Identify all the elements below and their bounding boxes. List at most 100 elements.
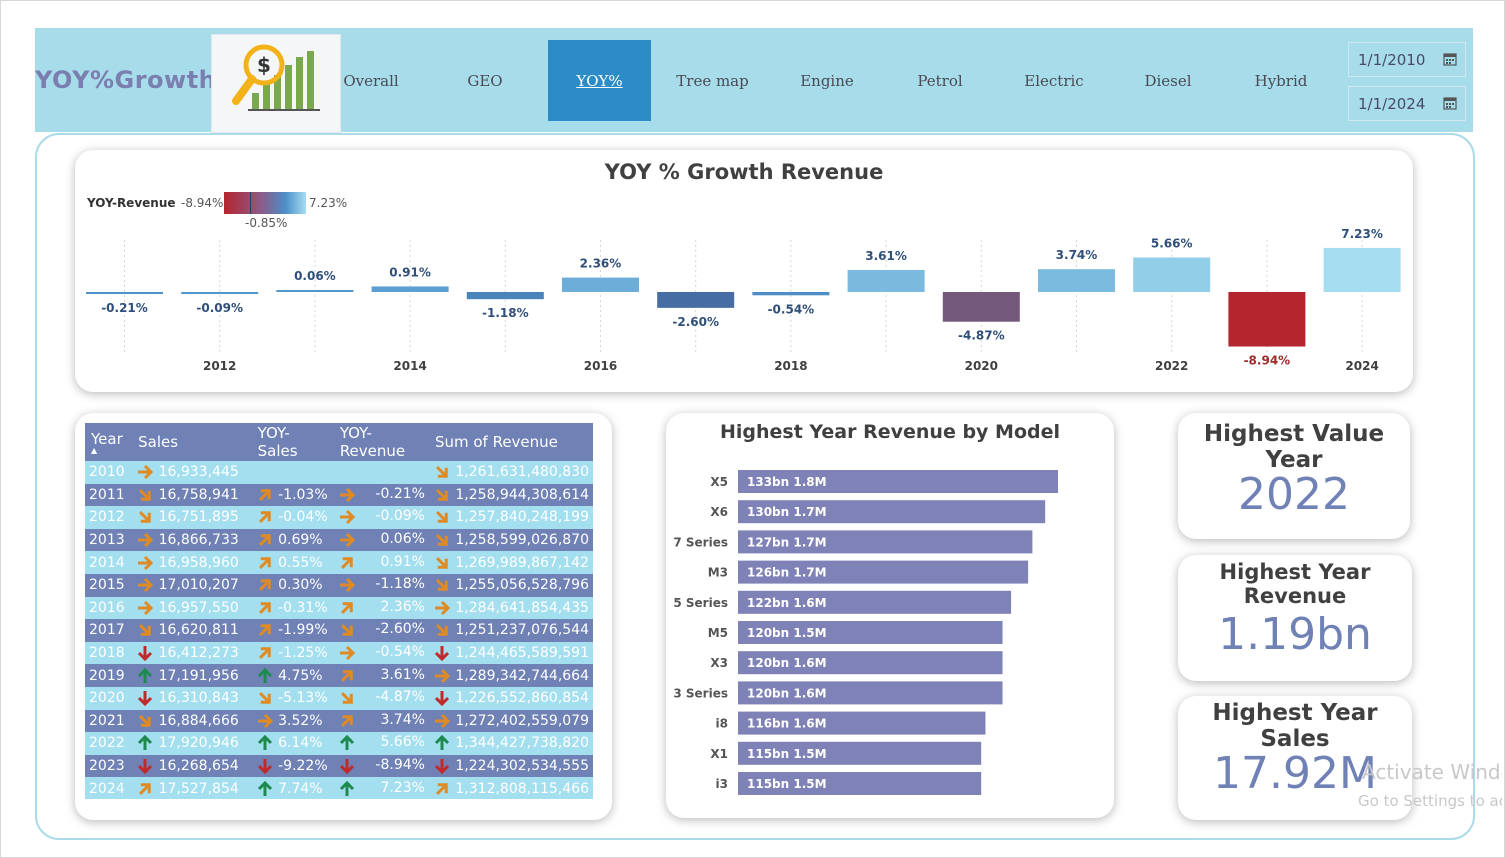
model-bar[interactable] [738, 741, 982, 765]
arrow-up-right-icon [258, 511, 271, 524]
model-bar[interactable] [738, 590, 1012, 614]
cell-year: 2021 [85, 709, 133, 733]
yoy-bar[interactable] [276, 290, 354, 292]
nav-tree-map[interactable]: Tree map [676, 71, 749, 90]
data-table-card: Year ▲ Sales YOY-Sales YOY-Revenue Sum of… [75, 413, 612, 820]
yoy-bar[interactable] [371, 286, 449, 292]
sales-value: 16,758,941 [158, 486, 239, 503]
yoy-bar[interactable] [466, 292, 544, 300]
model-data-label: 115bn 1.5M [747, 777, 827, 791]
table-row[interactable]: 2016 16,957,550 -0.31% 2.36% 1,284,641,85… [85, 596, 593, 620]
table-row[interactable]: 2020 16,310,843 -5.13% -4.87% 1,226,552,8… [85, 686, 593, 710]
col-yoy-revenue[interactable]: YOY-Revenue [333, 423, 429, 461]
arrow-down-right-icon [139, 714, 151, 727]
model-bar[interactable] [738, 500, 1046, 524]
cell-revenue: 1,258,599,026,870 [428, 528, 593, 552]
yoy-bar[interactable] [1038, 269, 1115, 292]
arrow-down-right-icon [435, 488, 448, 501]
x-tick-label: 2016 [584, 359, 617, 373]
table-row[interactable]: 2022 17,920,946 6.14% 5.66% 1,344,427,738… [85, 732, 593, 755]
date-to-input[interactable]: 1/1/2024 [1348, 86, 1466, 121]
model-bar[interactable] [738, 711, 986, 735]
yoy-bar[interactable] [1228, 292, 1306, 347]
nav-diesel[interactable]: Diesel [1144, 71, 1192, 90]
cell-revenue: 1,344,427,738,820 [428, 732, 593, 755]
cell-yoy-sales: 7.74% [251, 777, 334, 799]
yoy-sales-value: 3.52% [278, 712, 323, 729]
table-row[interactable]: 2014 16,958,960 0.55% 0.91% 1,269,989,867… [85, 551, 593, 574]
nav-electric[interactable]: Electric [1024, 71, 1084, 90]
yoy-bar[interactable] [752, 292, 830, 296]
model-bar[interactable] [738, 621, 1003, 644]
yoy-sales-value: 0.69% [278, 532, 323, 549]
yoy-sales-value: -0.04% [278, 509, 328, 526]
nav-overall[interactable]: Overall [343, 71, 399, 90]
yoy-bar[interactable] [657, 292, 735, 308]
nav-geo[interactable]: GEO [467, 71, 503, 90]
yoy-revenue-value: -4.87% [375, 689, 425, 706]
col-sum-revenue[interactable]: Sum of Revenue [428, 423, 593, 461]
yoy-bar[interactable] [181, 292, 259, 294]
yoy-bar[interactable] [1133, 257, 1211, 292]
cell-year: 2020 [85, 686, 133, 710]
nav-engine[interactable]: Engine [800, 71, 854, 90]
model-bar[interactable] [738, 470, 1058, 493]
table-row[interactable]: 2012 16,751,895 -0.04% -0.09% 1,257,840,2… [85, 506, 593, 529]
col-year[interactable]: Year ▲ [85, 423, 133, 461]
table-row[interactable]: 2015 17,010,207 0.30% -1.18% 1,255,056,52… [85, 573, 593, 597]
col-yoy-sales[interactable]: YOY-Sales [251, 423, 334, 461]
cell-yoy-sales: -5.13% [251, 686, 334, 710]
model-bar[interactable] [738, 681, 1003, 705]
model-bar[interactable] [738, 560, 1029, 584]
model-data-label: 116bn 1.6M [747, 717, 827, 731]
cell-yoy-revenue: 0.91% [333, 551, 429, 574]
model-bar[interactable] [738, 772, 982, 795]
legend-min: -8.94% [181, 196, 224, 210]
col-sales[interactable]: Sales [132, 423, 252, 461]
yoy-chart-title: YOY % Growth Revenue [604, 160, 884, 184]
table-row[interactable]: 2023 16,268,654 -9.22% -8.94% 1,224,302,5… [85, 754, 593, 778]
yoy-bar[interactable] [847, 269, 925, 292]
table-scroll[interactable]: Year ▲ Sales YOY-Sales YOY-Revenue Sum of… [85, 423, 593, 799]
cell-sales: 16,957,550 [132, 596, 252, 620]
model-bar[interactable] [738, 651, 1003, 675]
table-row[interactable]: 2010 16,933,445 1,261,631,480,830 [85, 461, 593, 484]
sales-value: 16,310,843 [158, 690, 239, 707]
arrow-down-right-icon [139, 624, 151, 637]
arrow-up-icon [138, 735, 153, 751]
model-data-label: 133bn 1.8M [747, 475, 827, 489]
date-from-input[interactable]: 1/1/2010 [1348, 42, 1466, 77]
calendar-icon[interactable] [1443, 52, 1457, 66]
kpi-card-highest-value-year: Highest Value Year 2022 [1178, 413, 1410, 539]
calendar-icon[interactable] [1443, 96, 1457, 110]
cell-revenue: 1,244,465,589,591 [428, 641, 593, 665]
revenue-value: 1,251,237,076,544 [455, 622, 589, 639]
sales-value: 16,268,654 [158, 758, 239, 775]
cell-sales: 16,310,843 [132, 686, 252, 710]
table-row[interactable]: 2013 16,866,733 0.69% 0.06% 1,258,599,026… [85, 528, 593, 552]
cell-yoy-revenue: 3.74% [333, 709, 429, 733]
yoy-bar[interactable] [942, 292, 1020, 322]
revenue-value: 1,261,631,480,830 [455, 464, 589, 481]
nav-yoy[interactable]: YOY% [548, 40, 651, 121]
table-row[interactable]: 2019 17,191,956 4.75% 3.61% 1,289,342,744… [85, 664, 593, 687]
arrow-down-right-icon [435, 534, 448, 546]
nav-petrol[interactable]: Petrol [917, 71, 963, 90]
table-row[interactable]: 2011 16,758,941 -1.03% -0.21% 1,258,944,3… [85, 483, 593, 507]
model-bar[interactable] [738, 530, 1033, 554]
model-data-label: 120bn 1.5M [747, 626, 827, 640]
table-row[interactable]: 2018 16,412,273 -1.25% -0.54% 1,244,465,5… [85, 641, 593, 665]
table-row[interactable]: 2024 17,527,854 7.74% 7.23% 1,312,808,115… [85, 777, 593, 799]
yoy-revenue-value: 0.91% [380, 553, 425, 570]
yoy-bar[interactable] [1323, 247, 1401, 292]
arrow-up-right-icon [258, 647, 271, 660]
table-row[interactable]: 2017 16,620,811 -1.99% -2.60% 1,251,237,0… [85, 619, 593, 642]
cell-year: 2016 [85, 596, 133, 620]
arrow-right-icon [434, 600, 451, 615]
cell-yoy-revenue: 3.61% [333, 664, 429, 687]
yoy-bar[interactable] [562, 277, 639, 292]
kpi-card-highest-year-revenue: Highest Year Revenue 1.19bn [1178, 555, 1412, 681]
yoy-bar[interactable] [86, 292, 163, 294]
table-row[interactable]: 2021 16,884,666 3.52% 3.74% 1,272,402,559… [85, 709, 593, 733]
nav-hybrid[interactable]: Hybrid [1254, 71, 1308, 90]
